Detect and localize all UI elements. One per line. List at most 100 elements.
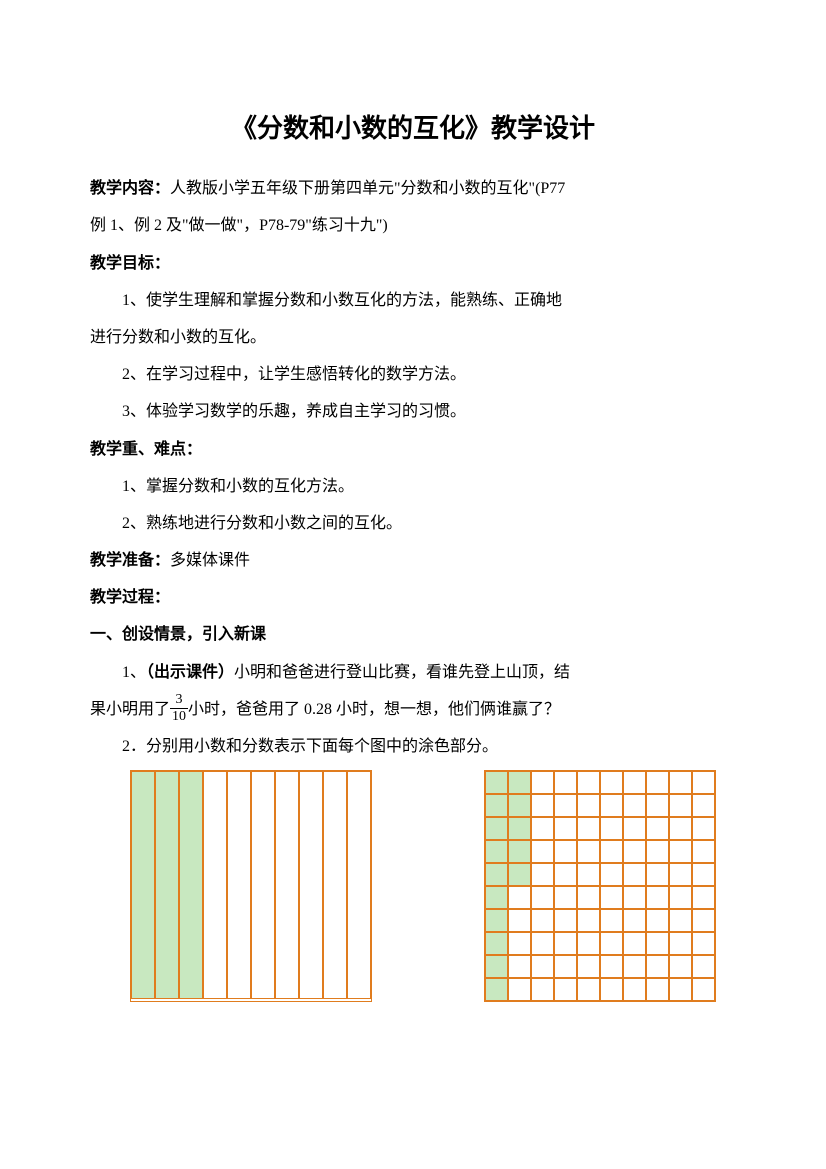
grid-cell: [554, 886, 577, 909]
section-1-heading: 一、创设情景，引入新课: [90, 617, 736, 652]
grid-cell: [347, 771, 371, 999]
label-keypoints: 教学重、难点：: [90, 432, 736, 467]
grid-cell: [692, 840, 715, 863]
grid-cell: [554, 794, 577, 817]
grid-cell: [669, 955, 692, 978]
grid-cell: [692, 909, 715, 932]
grid-cell-filled: [485, 840, 508, 863]
prep-line: 教学准备：多媒体课件: [90, 543, 736, 578]
grid-cell: [600, 794, 623, 817]
grid-cell: [577, 794, 600, 817]
grid-cell: [577, 886, 600, 909]
grid-cell: [251, 771, 275, 999]
grid-cell-filled: [485, 863, 508, 886]
grid-cell: [669, 840, 692, 863]
grid-cell: [646, 794, 669, 817]
grid-cell: [577, 771, 600, 794]
grid-cell: [692, 932, 715, 955]
grid-cell: [577, 817, 600, 840]
grid-tenths: [130, 770, 372, 1002]
grid-cell: [600, 978, 623, 1001]
grid-cell: [600, 955, 623, 978]
grid-cell: [531, 886, 554, 909]
grid-cell: [508, 932, 531, 955]
label-goals: 教学目标：: [90, 246, 736, 281]
sec1-p1-line2: 果小明用了310小时，爸爸用了 0.28 小时，想一想，他们俩谁赢了？: [90, 692, 736, 727]
prep-text: 多媒体课件: [170, 552, 250, 569]
grid-cell: [531, 863, 554, 886]
grid-cell: [623, 886, 646, 909]
grid-cell: [203, 771, 227, 999]
sec1-p1c: 小明和爸爸进行登山比赛，看谁先登上山顶，结: [234, 664, 570, 681]
grid-cell: [646, 840, 669, 863]
grid-cell: [646, 909, 669, 932]
grid-cell: [600, 886, 623, 909]
grid-cell: [669, 978, 692, 1001]
grid-cell: [323, 771, 347, 999]
grid-hundredths: [484, 770, 716, 1002]
grid-cell: [669, 886, 692, 909]
grid-cell: [623, 794, 646, 817]
grid-cell: [669, 817, 692, 840]
grid-cell-filled: [485, 886, 508, 909]
grid-cell: [646, 771, 669, 794]
grid-cell: [623, 817, 646, 840]
grid-cell-filled: [131, 771, 155, 999]
grid-cell: [692, 978, 715, 1001]
grid-cell: [623, 863, 646, 886]
grid-cell: [692, 863, 715, 886]
label-content: 教学内容：: [90, 180, 170, 197]
sec1-p2: 2．分别用小数和分数表示下面每个图中的涂色部分。: [90, 729, 736, 764]
fraction-denominator: 10: [170, 709, 188, 724]
grid-cell: [299, 771, 323, 999]
grid-cell: [692, 955, 715, 978]
grid-cell: [577, 909, 600, 932]
grid-cell: [554, 978, 577, 1001]
grid-cell-filled: [508, 817, 531, 840]
grid-cell: [577, 863, 600, 886]
grid-cell: [531, 817, 554, 840]
grid-cell: [275, 771, 299, 999]
fraction-3-10: 310: [170, 692, 188, 724]
grid-cell-filled: [485, 817, 508, 840]
grid-cell-filled: [485, 771, 508, 794]
grid-cell: [531, 794, 554, 817]
grid-cell: [531, 932, 554, 955]
grids-row: [90, 770, 736, 1002]
grid-cell: [646, 955, 669, 978]
grid-cell-filled: [485, 978, 508, 1001]
label-prep: 教学准备：: [90, 552, 170, 569]
grid-cell: [600, 932, 623, 955]
content-para-1: 教学内容：人教版小学五年级下册第四单元"分数和小数的互化"(P77: [90, 171, 736, 206]
grid-cell: [531, 840, 554, 863]
grid-cell: [623, 840, 646, 863]
grid-cell: [600, 909, 623, 932]
fraction-numerator: 3: [170, 692, 188, 708]
grid-cell-filled: [485, 909, 508, 932]
sec1-p1da: 果小明用了: [90, 701, 170, 718]
grid-cell-filled: [508, 771, 531, 794]
sec1-p1b: （出示课件）: [146, 664, 234, 681]
grid-cell: [554, 909, 577, 932]
content-para-2: 例 1、例 2 及"做一做"，P78-79"练习十九"): [90, 208, 736, 243]
grid-cell: [508, 955, 531, 978]
grid-cell: [600, 863, 623, 886]
grid-cell: [669, 909, 692, 932]
grid-cell: [577, 978, 600, 1001]
sec1-p1db: 小时，爸爸用了 0.28 小时，想一想，他们俩谁赢了？: [188, 701, 560, 718]
goal-2: 2、在学习过程中，让学生感悟转化的数学方法。: [90, 357, 736, 392]
sec1-p1a: 1、: [122, 664, 146, 681]
grid-cell: [508, 978, 531, 1001]
grid-cell-filled: [508, 794, 531, 817]
keypoint-2: 2、熟练地进行分数和小数之间的互化。: [90, 506, 736, 541]
grid-cell: [600, 817, 623, 840]
page-title: 《分数和小数的互化》教学设计: [90, 100, 736, 157]
grid-cell-filled: [485, 932, 508, 955]
grid-cell: [692, 886, 715, 909]
grid-cell: [646, 886, 669, 909]
grid-cell: [646, 817, 669, 840]
goal-1a: 1、使学生理解和掌握分数和小数互化的方法，能熟练、正确地: [90, 283, 736, 318]
grid-cell-filled: [155, 771, 179, 999]
goal-1b: 进行分数和小数的互化。: [90, 320, 736, 355]
content-text-1: 人教版小学五年级下册第四单元"分数和小数的互化"(P77: [170, 180, 565, 197]
